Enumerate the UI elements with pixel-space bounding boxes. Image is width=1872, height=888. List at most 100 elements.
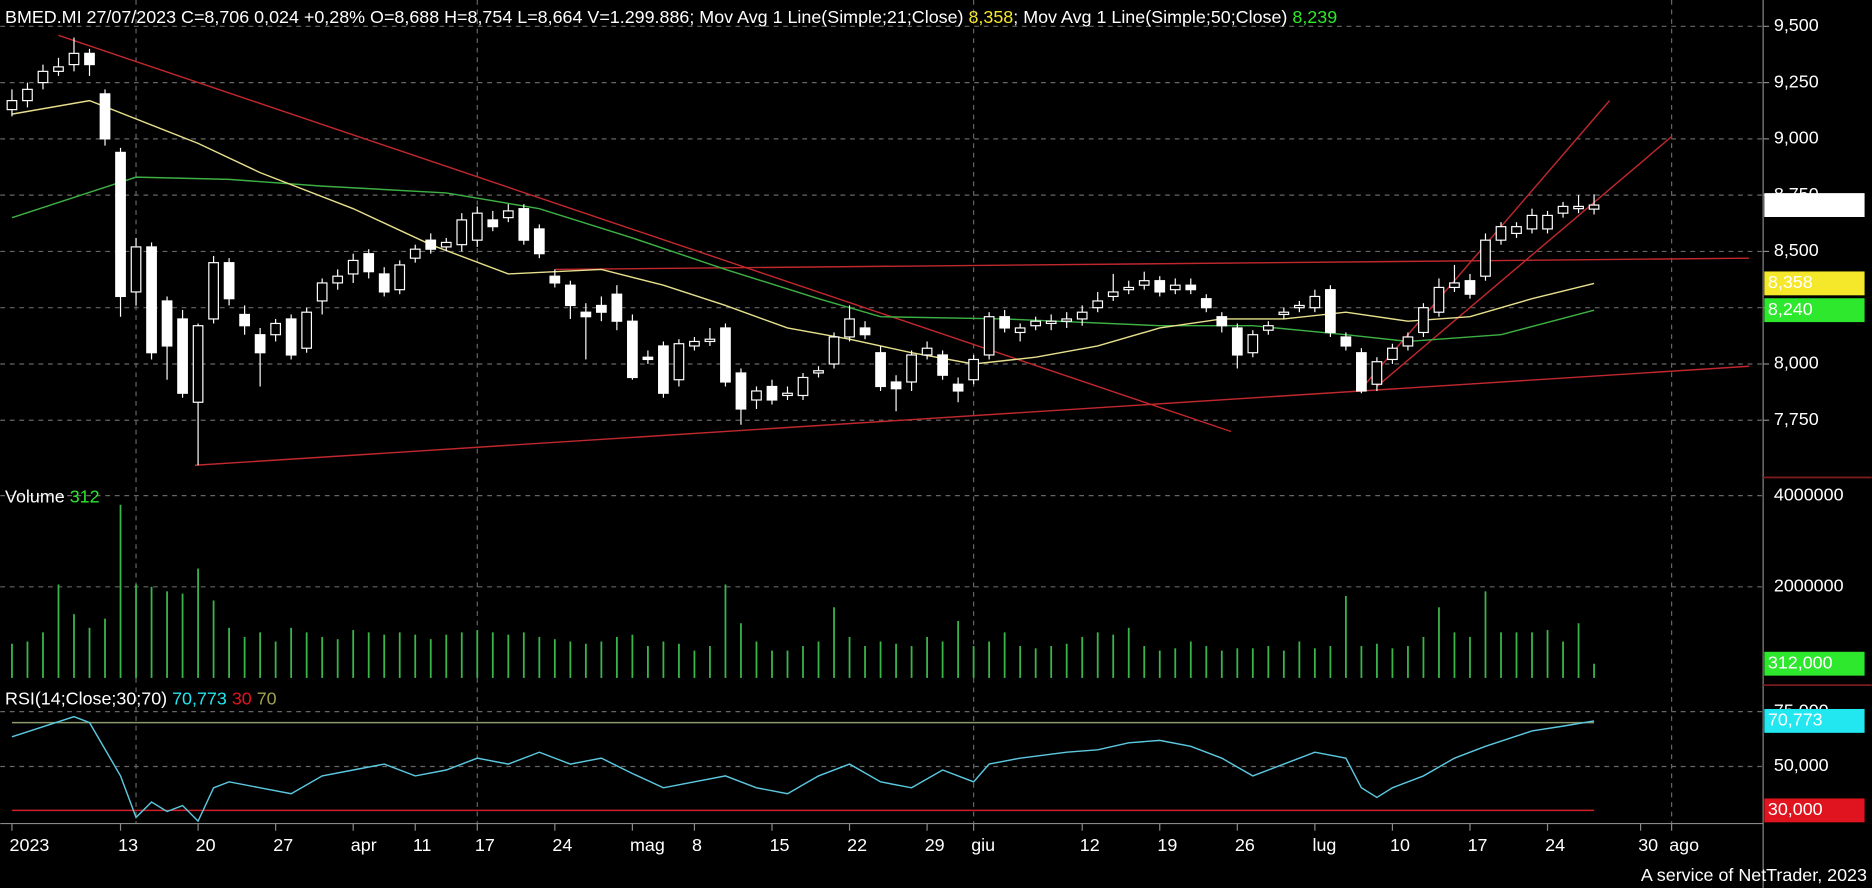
x-tick-label: 17 (1468, 835, 1488, 855)
candle-body (952, 383, 964, 392)
x-tick-label: giu (971, 835, 995, 855)
volume-bar (615, 636, 618, 678)
volume-bar (1236, 648, 1239, 678)
volume-bar (243, 636, 246, 678)
y-tick-label: 7,750 (1774, 409, 1819, 429)
volume-box (1764, 651, 1865, 676)
x-tick-label: 15 (770, 835, 790, 855)
candle-body (813, 370, 824, 374)
volume-bar (693, 650, 696, 678)
candle-body (968, 358, 979, 381)
x-tick-label: ago (1669, 835, 1699, 855)
candle-body (1387, 347, 1398, 361)
volume-bar (1577, 623, 1580, 678)
volume-bar (73, 614, 75, 678)
rsi-last: 70,773 (172, 688, 227, 708)
candle-body (844, 318, 855, 338)
candle-body (1061, 318, 1073, 322)
candle-body (223, 262, 235, 300)
candle-body (1325, 289, 1336, 334)
candle-body (425, 239, 437, 250)
volume-bar (538, 636, 541, 678)
candle-body (1154, 280, 1166, 293)
candle-body (689, 340, 700, 347)
volume-tick-label: 4000000 (1774, 484, 1844, 504)
candle-body (1433, 286, 1445, 313)
x-tick-label: 8 (692, 835, 702, 855)
volume-bar (305, 632, 308, 678)
rsi-low-box (1764, 798, 1865, 823)
volume-bar (398, 632, 401, 678)
volume-bar (1407, 646, 1409, 678)
x-tick-label: 26 (1235, 835, 1255, 855)
rsi-tick-label: 50,000 (1774, 755, 1829, 775)
volume-bar (662, 641, 665, 678)
marks (6, 34, 1750, 823)
candle-body (1588, 204, 1600, 210)
volume-bar (166, 591, 168, 678)
volume-bar (522, 632, 525, 678)
volume-bar (429, 639, 432, 678)
candle-body (1526, 214, 1538, 230)
candle-body (1247, 334, 1259, 354)
volume-bar (228, 627, 230, 678)
volume-bar (1065, 643, 1068, 678)
volume-bar (491, 632, 494, 678)
volume-bar (1360, 646, 1363, 678)
volume-bar (104, 618, 106, 678)
candle-body (99, 93, 111, 140)
trendline (194, 365, 1750, 466)
volume-bar (1453, 632, 1456, 678)
volume-bar (972, 646, 975, 678)
volume-bar (910, 646, 913, 678)
candle-body (1449, 282, 1460, 289)
x-tick-label: 13 (118, 835, 138, 855)
candle-body (177, 318, 188, 394)
close-label: 8,706 (1768, 194, 1813, 214)
x-tick-label: 17 (475, 835, 495, 855)
volume-bar (1143, 646, 1146, 678)
candle-body (797, 376, 809, 397)
candle-body (1169, 284, 1181, 291)
candle-body (595, 304, 607, 313)
volume-bar (197, 568, 199, 678)
volume-bar (1344, 595, 1347, 678)
candle-body (1542, 214, 1553, 230)
candle-body (766, 385, 778, 401)
volume-bar (11, 643, 13, 678)
candle-body (130, 246, 142, 293)
candle-body (518, 208, 530, 241)
candle-body (254, 334, 266, 354)
volume-bar (57, 584, 60, 678)
volume-bar (1096, 632, 1099, 678)
ma21-last: 8,358 (968, 7, 1013, 27)
candle-body (1557, 205, 1569, 214)
rsi-label: RSI(14;Close;30;70) (5, 688, 167, 708)
volume-bar (1050, 646, 1053, 678)
rsi-box (1764, 708, 1865, 733)
y-tick-label: 8,500 (1774, 240, 1819, 260)
volume-bar (553, 639, 556, 678)
volume-bar (1127, 627, 1130, 678)
volume-label: Volume (5, 486, 65, 506)
volume-bar (1034, 648, 1037, 678)
candle-body (471, 212, 483, 241)
candle-body (84, 52, 95, 66)
y-tick-label: 9,250 (1774, 71, 1819, 91)
header: BMED.MI 27/07/2023 C=8,706 0,024 +0,28% … (5, 7, 1337, 27)
rsi-line (11, 715, 1595, 823)
candle-body (37, 70, 49, 84)
candle-body (1340, 336, 1352, 347)
volume-bar (1112, 634, 1115, 678)
x-tick-label: 24 (552, 835, 572, 855)
volume-bar (26, 641, 29, 678)
candle-body (921, 347, 933, 356)
volume-last: 312 (70, 486, 100, 506)
candle-body (1278, 311, 1290, 316)
candle-body (1511, 226, 1522, 235)
grid (0, 0, 1764, 824)
candle-body (564, 284, 576, 307)
volume-bar (988, 641, 991, 678)
